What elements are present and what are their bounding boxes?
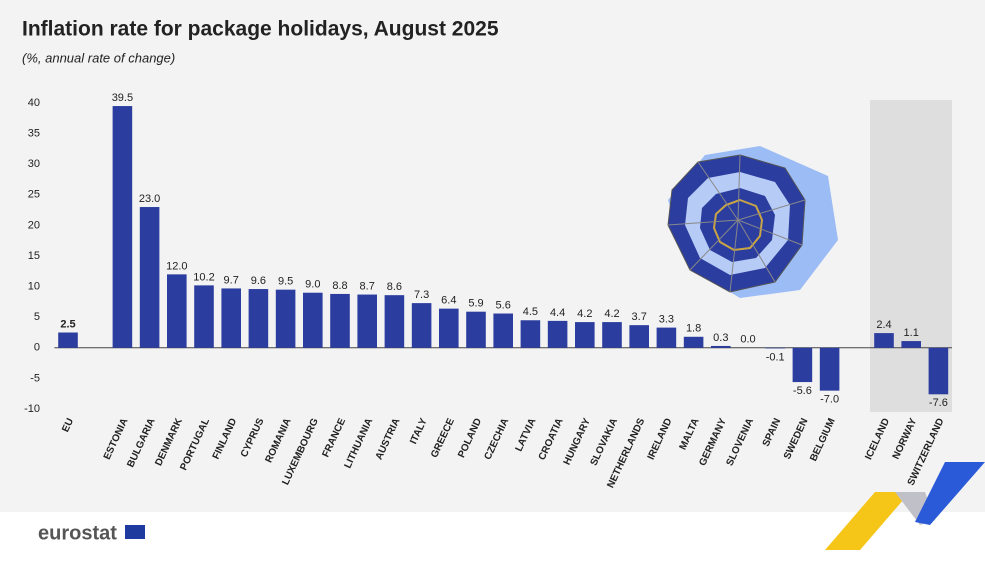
footer	[0, 512, 985, 568]
bar	[602, 322, 622, 348]
x-tick-label: EU	[60, 417, 76, 434]
value-label: 4.2	[577, 308, 592, 320]
value-label: 23.0	[139, 193, 160, 205]
y-tick-label: 40	[28, 97, 40, 109]
bar	[112, 106, 133, 348]
value-label: -0.1	[766, 351, 785, 363]
y-tick-label: 10	[28, 281, 40, 293]
y-tick-label: 0	[34, 342, 40, 354]
value-label: 7.3	[414, 289, 429, 301]
value-label: 4.4	[550, 307, 565, 319]
y-tick-label: 20	[28, 219, 40, 231]
y-tick-label: 30	[28, 158, 40, 170]
bar	[928, 347, 949, 395]
bar	[520, 320, 541, 348]
bar	[792, 347, 813, 383]
bar	[575, 322, 595, 348]
bar	[439, 308, 459, 348]
bar	[139, 207, 160, 348]
chart-subtitle: (%, annual rate of change)	[22, 50, 175, 65]
bar	[330, 293, 350, 348]
y-tick-label: 15	[28, 250, 40, 262]
bar	[683, 336, 704, 348]
value-label: 5.9	[468, 298, 483, 310]
value-label: 3.3	[659, 314, 674, 326]
value-label: 8.6	[387, 281, 402, 293]
y-tick-label: -5	[30, 372, 40, 384]
bar	[656, 327, 677, 348]
eu-flag	[125, 525, 145, 539]
y-tick-label: -10	[24, 403, 40, 415]
bar	[493, 313, 513, 348]
value-label: 4.5	[523, 306, 538, 318]
value-label: 4.2	[604, 308, 619, 320]
value-label: -5.6	[793, 385, 812, 397]
value-label: 8.7	[360, 280, 375, 292]
bar	[547, 320, 568, 348]
bar	[275, 289, 296, 348]
bar	[303, 292, 323, 348]
bar	[765, 347, 785, 349]
corner-decoration	[825, 462, 985, 550]
bar	[167, 274, 187, 348]
bar	[874, 333, 894, 348]
bar	[466, 311, 486, 348]
bar	[357, 294, 377, 348]
bar	[711, 345, 731, 348]
value-label: 8.8	[332, 280, 347, 292]
bar	[58, 332, 78, 348]
bar	[629, 325, 649, 348]
value-label: 9.5	[278, 276, 293, 288]
bar	[384, 295, 405, 348]
value-label: 9.7	[224, 274, 239, 286]
value-label: 0.3	[713, 332, 728, 344]
value-label: 0.0	[740, 334, 755, 346]
value-label: 1.8	[686, 323, 701, 335]
value-label: 3.7	[632, 311, 647, 323]
chart-title: Inflation rate for package holidays, Aug…	[22, 18, 499, 41]
y-tick-label: 35	[28, 128, 40, 140]
value-label: 6.4	[441, 295, 456, 307]
value-label: 2.5	[60, 318, 75, 330]
bar	[901, 341, 921, 348]
value-label: 2.4	[876, 319, 891, 331]
bar	[221, 288, 241, 348]
value-label: 12.0	[166, 260, 187, 272]
value-label: 10.2	[193, 271, 214, 283]
bar	[411, 303, 432, 348]
logo-text: eurostat	[38, 522, 117, 544]
bar	[194, 285, 214, 348]
value-label: 39.5	[112, 92, 133, 104]
value-label: 9.0	[305, 279, 320, 291]
bar	[248, 289, 269, 348]
y-tick-label: 5	[34, 311, 40, 323]
y-tick-label: 25	[28, 189, 40, 201]
value-label: 5.6	[496, 299, 511, 311]
value-label: -7.0	[820, 394, 839, 406]
value-label: 1.1	[904, 327, 919, 339]
bar	[819, 347, 840, 391]
umbrella-illustration	[667, 146, 838, 298]
value-label: 9.6	[251, 275, 266, 287]
value-label: -7.6	[929, 397, 948, 409]
